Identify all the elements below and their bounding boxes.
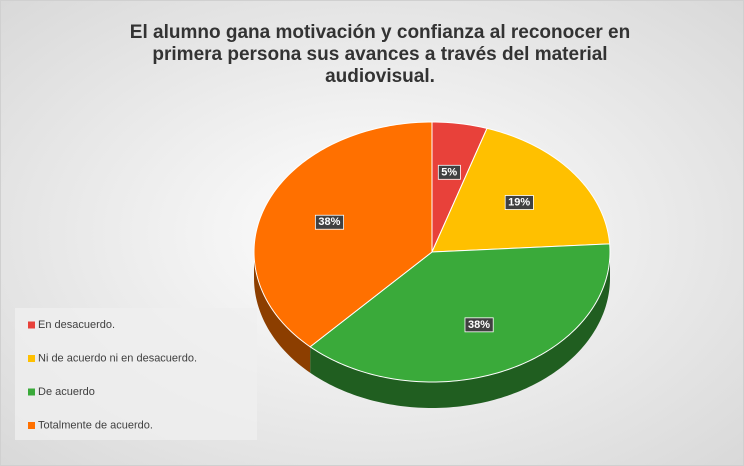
data-label: 5% bbox=[441, 166, 457, 178]
pie-slice bbox=[431, 121, 488, 253]
legend-swatch bbox=[28, 422, 35, 429]
data-label: 38% bbox=[468, 319, 490, 331]
pie-side bbox=[254, 252, 311, 373]
legend-label: Totalmente de acuerdo. bbox=[38, 419, 153, 431]
data-label-box bbox=[504, 195, 534, 210]
legend-label: De acuerdo bbox=[38, 386, 95, 398]
data-label: 38% bbox=[318, 216, 340, 228]
legend-swatch bbox=[28, 321, 35, 329]
chart-title: El alumno gana motivación y confianza al… bbox=[129, 22, 631, 87]
pie-slice bbox=[253, 121, 433, 348]
legend-label: Ni de acuerdo ni en desacuerdo. bbox=[38, 352, 197, 364]
pie-slice bbox=[431, 127, 611, 253]
data-label-box bbox=[437, 164, 461, 180]
data-label: 19% bbox=[508, 197, 530, 209]
data-label-box bbox=[314, 214, 345, 230]
data-label-box bbox=[464, 317, 494, 333]
pie-side bbox=[310, 252, 610, 408]
legend-swatch bbox=[28, 355, 35, 362]
legend-label: En desacuerdo. bbox=[38, 319, 115, 331]
pie-slice bbox=[309, 243, 611, 383]
legend-swatch bbox=[28, 388, 35, 396]
legend-box bbox=[15, 308, 257, 440]
